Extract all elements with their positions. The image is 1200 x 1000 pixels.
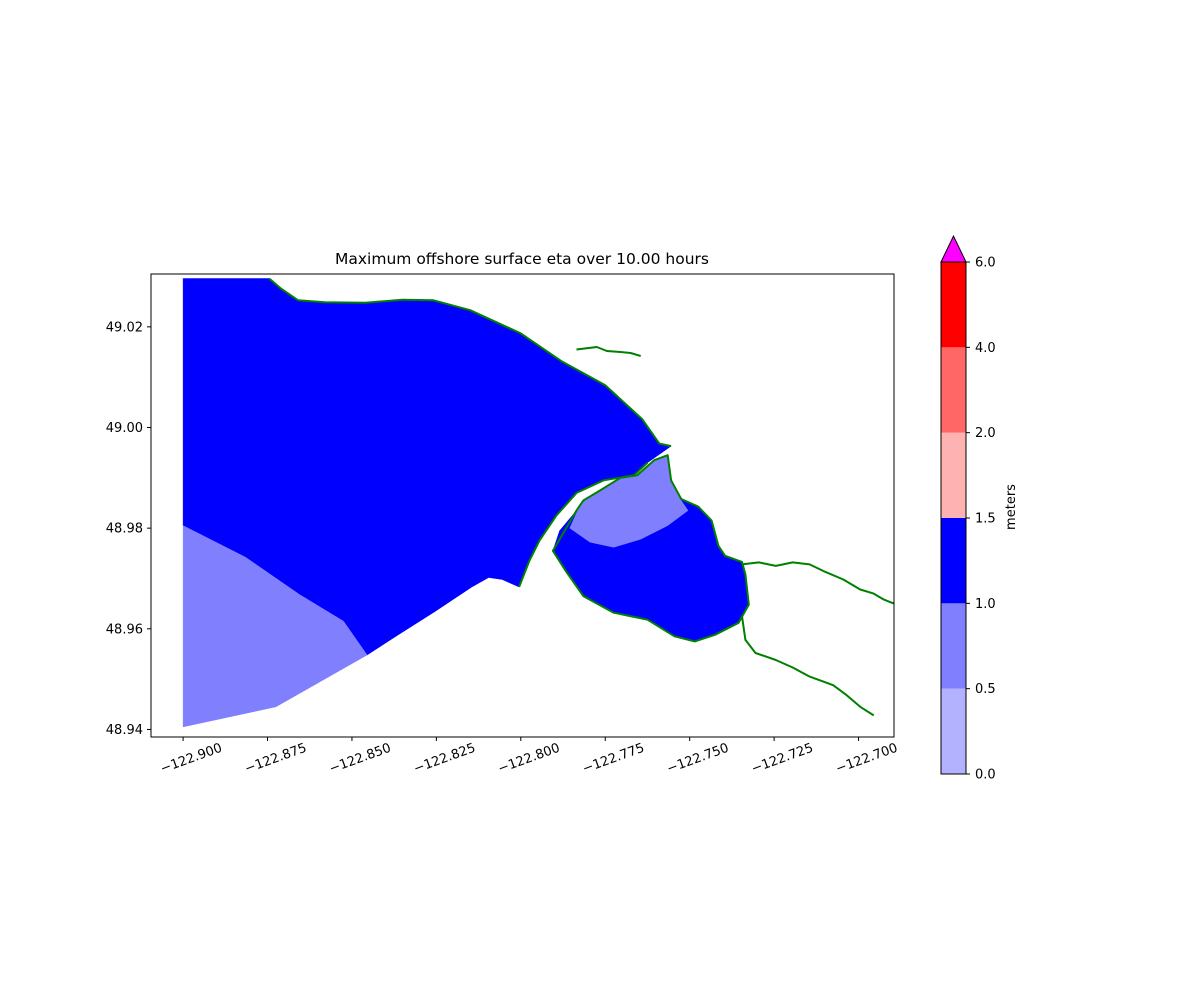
coastline-1: [268, 277, 672, 448]
chart-title: Maximum offshore surface eta over 10.00 …: [335, 250, 709, 268]
coastline-6: [741, 616, 875, 717]
x-tick-label: −122.850: [327, 741, 393, 777]
y-axis: 48.94 48.96 48.98 49.00 49.02: [106, 320, 151, 738]
colorbar-label: meters: [1004, 484, 1019, 530]
colorbar-tick-label: 6.0: [975, 256, 996, 271]
y-tick-label: 49.02: [106, 320, 143, 335]
x-tick-label: −122.825: [412, 741, 478, 777]
colorbar-tick-label: 1.5: [975, 512, 996, 527]
colorbar-band: [941, 603, 966, 689]
colorbar-band: [941, 518, 966, 604]
x-tick-label: −122.750: [665, 741, 731, 777]
coastline-5: [741, 561, 894, 605]
y-tick-label: 48.94: [106, 723, 143, 738]
colorbar-tick-label: 0.5: [975, 682, 996, 697]
coastline-4: [576, 346, 641, 357]
y-tick-label: 48.98: [106, 522, 143, 537]
colorbar-band: [941, 432, 966, 518]
coastlines: [268, 277, 894, 717]
y-tick-label: 48.96: [106, 622, 143, 637]
x-axis: −122.900 −122.875 −122.850 −122.825 −122.800…: [158, 737, 900, 777]
colorbar-band: [941, 262, 966, 348]
x-tick-label: −122.800: [496, 741, 562, 777]
colorbar-tick-label: 1.0: [975, 597, 996, 612]
colorbar-band: [941, 688, 966, 774]
coastline-3: [551, 454, 750, 643]
x-tick-label: −122.725: [749, 741, 815, 777]
x-tick-label: −122.875: [243, 741, 309, 777]
colorbar-extend-triangle: [940, 234, 967, 263]
colorbar-tick-label: 2.0: [975, 426, 996, 441]
colorbar-tick-label: 0.0: [975, 768, 996, 783]
colorbar-tick-label: 4.0: [975, 341, 996, 356]
axes-frame: [150, 273, 895, 738]
x-tick-label: −122.700: [834, 741, 900, 777]
y-tick-label: 49.00: [106, 421, 143, 436]
x-tick-label: −122.775: [581, 741, 647, 777]
colorbar: 0.0 0.5 1.0 1.5 2.0 4.0 6.0: [940, 234, 996, 783]
region-offshore-southwest: [182, 525, 368, 728]
x-tick-label: −122.900: [158, 741, 224, 777]
plot-area: [182, 277, 894, 728]
filled-regions: [182, 278, 750, 728]
colorbar-band: [941, 347, 966, 433]
